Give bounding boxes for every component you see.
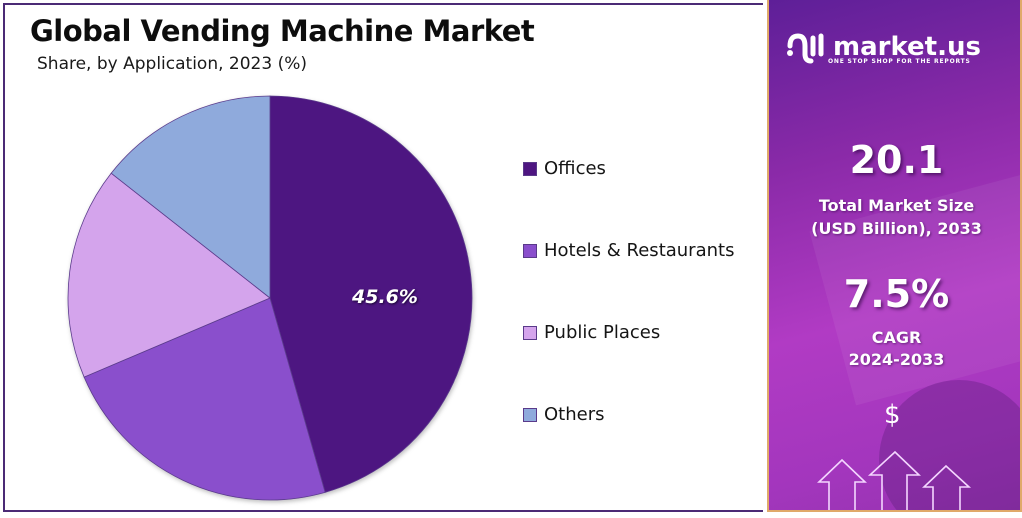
pie-chart: [67, 95, 473, 501]
legend-label: Public Places: [544, 322, 661, 343]
market-size-unit: (USD Billion), 2033: [811, 219, 982, 238]
legend-swatch: [523, 325, 537, 340]
cagr-label: CAGR: [871, 328, 922, 347]
chart-title: Global Vending Machine Market: [30, 14, 535, 48]
cagr-period: 2024-2033: [848, 350, 945, 369]
legend-item-hotels-restaurants[interactable]: Hotels & Restaurants: [523, 240, 734, 261]
slice-hotels-restaurants[interactable]: [83, 297, 326, 501]
cagr-value: 7.5%: [843, 272, 950, 316]
slice-public-places[interactable]: [67, 172, 271, 378]
slice-offices[interactable]: [269, 95, 473, 493]
market-size-value: 20.1: [849, 138, 944, 182]
market-size-label: Total Market Size: [818, 196, 975, 215]
brand-logo: market.us: [787, 30, 981, 64]
growth-arrows-icon: [817, 450, 972, 510]
legend-swatch: [523, 243, 537, 258]
dollar-icon: $: [884, 400, 901, 430]
brand-name: market.us: [833, 32, 981, 62]
legend-item-offices[interactable]: Offices: [523, 158, 606, 179]
stats-sidebar: market.us ONE STOP SHOP FOR THE REPORTS …: [767, 0, 1022, 512]
brand-tagline: ONE STOP SHOP FOR THE REPORTS: [828, 58, 971, 65]
legend-swatch: [523, 161, 537, 176]
chart-subtitle: Share, by Application, 2023 (%): [37, 54, 307, 74]
legend-label: Others: [544, 404, 605, 425]
legend-item-others[interactable]: Others: [523, 404, 605, 425]
decorative-circle: [879, 380, 1020, 510]
slice-label-offices: 45.6%: [352, 286, 418, 308]
market-us-logo-icon: [787, 33, 824, 64]
legend-label: Offices: [544, 158, 606, 179]
legend-item-public-places[interactable]: Public Places: [523, 322, 660, 343]
legend-swatch: [523, 407, 537, 422]
legend-label: Hotels & Restaurants: [544, 240, 735, 261]
slice-others[interactable]: [110, 95, 271, 299]
